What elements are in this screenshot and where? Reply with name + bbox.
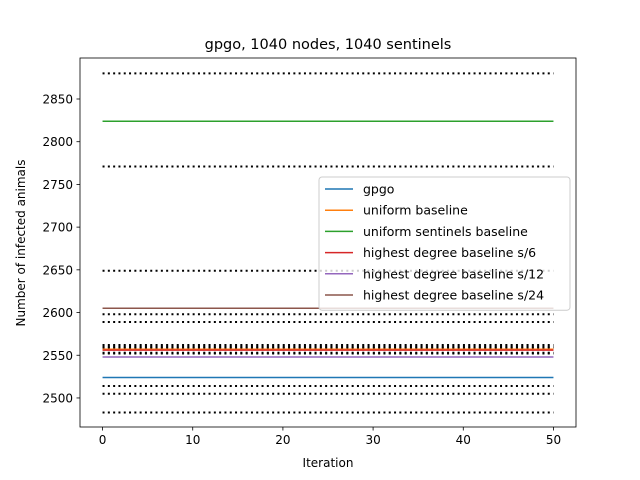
legend-label: highest degree baseline s/24 <box>363 288 544 303</box>
legend-label: highest degree baseline s/6 <box>363 245 536 260</box>
axes-frame <box>79 57 577 428</box>
y-tick-label: 2550 <box>42 349 73 363</box>
x-tick-label: 10 <box>185 433 200 447</box>
legend-label: highest degree baseline s/12 <box>363 266 544 281</box>
x-axis: 0 10 20 30 40 50 <box>99 427 561 447</box>
y-tick-label: 2750 <box>42 178 73 192</box>
y-axis: 2500 2550 2600 2650 2700 2750 2800 2850 <box>42 93 80 405</box>
x-tick-label: 20 <box>275 433 290 447</box>
y-tick-label: 2500 <box>42 391 73 405</box>
y-tick-label: 2800 <box>42 135 73 149</box>
legend-label: uniform sentinels baseline <box>363 224 528 239</box>
legend-label: gpgo <box>363 182 394 197</box>
chart-title: gpgo, 1040 nodes, 1040 sentinels <box>205 37 452 53</box>
legend: gpgo uniform baseline uniform sentinels ba… <box>318 176 571 311</box>
legend-label: uniform baseline <box>363 203 468 218</box>
y-tick-label: 2700 <box>42 221 73 235</box>
x-tick-label: 0 <box>99 433 107 447</box>
x-tick-label: 40 <box>456 433 471 447</box>
y-tick-label: 2850 <box>42 93 73 107</box>
y-tick-label: 2600 <box>42 306 73 320</box>
legend-box <box>318 176 571 311</box>
x-tick-label: 30 <box>365 433 380 447</box>
y-tick-label: 2650 <box>42 263 73 277</box>
x-tick-label: 50 <box>546 433 561 447</box>
x-axis-label: Iteration <box>303 456 354 470</box>
y-axis-label: Number of infected animals <box>14 160 28 327</box>
